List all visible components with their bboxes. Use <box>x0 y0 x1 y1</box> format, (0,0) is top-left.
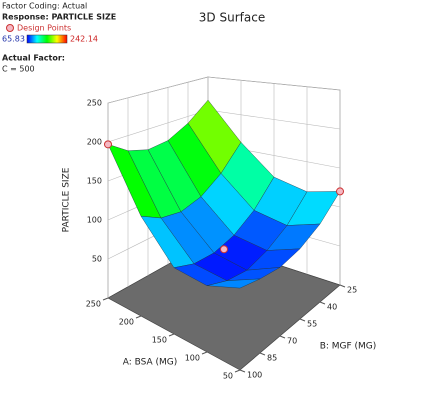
z-tick-label: 100 <box>87 216 102 225</box>
actual-factor: Actual Factor: <box>2 54 65 63</box>
y-tick <box>339 284 346 288</box>
x-tick-label: 200 <box>119 318 134 327</box>
y-tick-label: 55 <box>307 320 317 329</box>
y-tick <box>319 301 326 305</box>
color-scale <box>26 34 68 44</box>
z-tick-label: 200 <box>87 138 102 147</box>
x-tick-label: 100 <box>185 354 200 363</box>
chart-title: 3D Surface <box>199 11 265 25</box>
factor-coding: Factor Coding: Actual <box>2 2 87 11</box>
y-tick-label: 25 <box>347 286 357 295</box>
scale-max: 242.14 <box>70 35 98 44</box>
y-tick-label: 70 <box>287 337 297 346</box>
design-point-icon <box>6 24 14 32</box>
x-axis-label: A: BSA (MG) <box>123 358 178 368</box>
z-axis-label: PARTICLE SIZE <box>62 167 72 232</box>
y-tick <box>259 352 266 356</box>
z-tick-label: 150 <box>87 177 102 186</box>
response: Response: PARTICLE SIZE <box>2 13 116 22</box>
design-points-label: Design Points <box>17 24 71 33</box>
y-tick-label: 40 <box>327 303 337 312</box>
x-tick-label: 50 <box>223 372 233 381</box>
y-tick <box>239 369 246 373</box>
factor-value: C = 500 <box>2 65 35 74</box>
x-tick <box>135 315 142 319</box>
z-tick-label: 50 <box>92 255 102 264</box>
x-tick-label: 250 <box>86 300 101 309</box>
design-point <box>220 245 228 254</box>
x-tick <box>234 369 241 373</box>
y-tick-label: 85 <box>267 354 277 363</box>
y-tick <box>279 335 286 339</box>
surface-patch <box>206 278 261 289</box>
design-point <box>336 187 344 196</box>
y-tick <box>299 318 306 322</box>
z-tick-label: 250 <box>87 99 102 108</box>
x-tick <box>168 333 175 337</box>
x-tick-label: 150 <box>152 336 167 345</box>
x-tick <box>102 297 109 301</box>
y-tick-label: 100 <box>247 371 262 380</box>
design-point <box>104 140 112 149</box>
x-tick <box>201 351 208 355</box>
scale-min: 65.83 <box>2 35 25 44</box>
y-axis-label: B: MGF (MG) <box>320 342 377 352</box>
